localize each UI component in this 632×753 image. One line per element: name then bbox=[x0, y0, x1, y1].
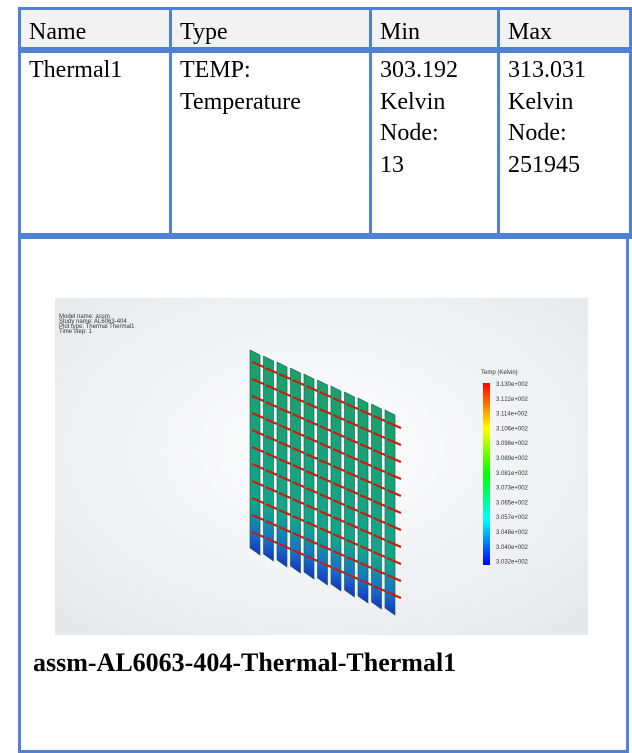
header-text: Type bbox=[180, 17, 361, 49]
page: NameTypeMinMaxThermal1TEMP:Temperature30… bbox=[0, 0, 632, 743]
legend-title: Temp (Kelvin) bbox=[481, 370, 518, 376]
cell-line: 251945 bbox=[508, 150, 621, 182]
color-bar bbox=[483, 383, 490, 565]
cell-line: Node: bbox=[380, 118, 489, 150]
legend-label: 3.073e+002 bbox=[496, 486, 529, 492]
header-text: Min bbox=[380, 17, 489, 49]
cell-line: Thermal1 bbox=[29, 55, 161, 87]
cell-line: Node: bbox=[508, 118, 621, 150]
plot-info: Time step: 1 bbox=[59, 329, 92, 335]
cell-line: Temperature bbox=[180, 87, 361, 119]
header-text: Max bbox=[508, 17, 621, 49]
legend-label: 3.130e+002 bbox=[496, 382, 529, 388]
legend-label: 3.089e+002 bbox=[496, 456, 529, 462]
legend-label: 3.048e+002 bbox=[496, 530, 529, 536]
cell-line: 313.031 bbox=[508, 55, 621, 87]
table-cell: TEMP:Temperature bbox=[169, 47, 372, 239]
legend-label: 3.065e+002 bbox=[496, 500, 529, 506]
cell-line: TEMP: bbox=[180, 55, 361, 87]
legend-label: 3.032e+002 bbox=[496, 560, 529, 566]
cell-line: Kelvin bbox=[508, 87, 621, 119]
cell-line: 13 bbox=[380, 150, 489, 182]
legend-label: 3.122e+002 bbox=[496, 397, 529, 403]
legend-label: 3.106e+002 bbox=[496, 426, 529, 432]
legend-label: 3.081e+002 bbox=[496, 471, 529, 477]
legend-label: 3.098e+002 bbox=[496, 441, 529, 447]
table-cell: Thermal1 bbox=[18, 47, 172, 239]
cell-line: 303.192 bbox=[380, 55, 489, 87]
legend-label: 3.040e+002 bbox=[496, 545, 529, 551]
caption: assm-AL6063-404-Thermal-Thermal1 bbox=[33, 648, 456, 678]
header-text: Name bbox=[29, 17, 161, 49]
legend-label: 3.114e+002 bbox=[496, 412, 528, 418]
cell-line: Kelvin bbox=[380, 87, 489, 119]
legend-label: 3.057e+002 bbox=[496, 515, 529, 521]
